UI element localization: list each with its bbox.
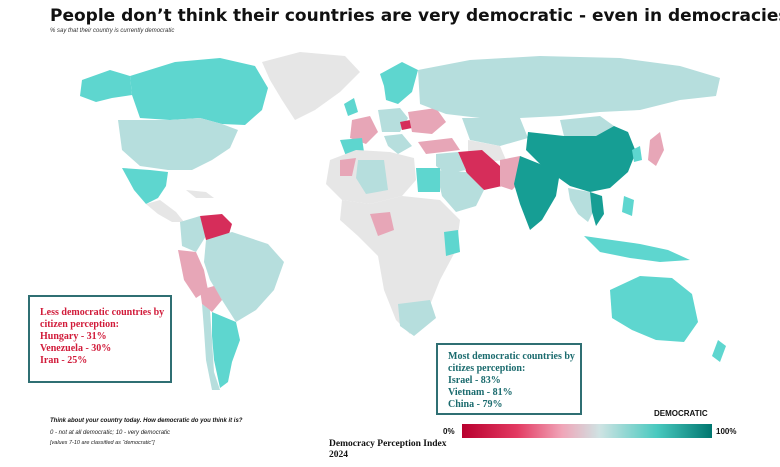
central-europe-region — [378, 108, 408, 132]
iran-region — [458, 150, 502, 190]
arabia-region — [436, 170, 484, 212]
nigeria-region — [370, 212, 394, 236]
legend-max-label: 100% — [716, 427, 737, 436]
map-title: People don’t think their countries are v… — [50, 6, 780, 26]
legend-min-label: 0% — [443, 427, 455, 436]
mongolia-region — [560, 116, 614, 136]
algeria-region — [356, 160, 388, 194]
source-title: Democracy Perception Index — [329, 439, 447, 449]
central-africa-region — [340, 196, 460, 334]
brazil-region — [204, 232, 284, 322]
map-subtitle: % say that their country is currently de… — [50, 28, 175, 34]
classification-note: [values 7-10 are classified as “democrat… — [50, 440, 155, 446]
legend-title: DEMOCRATIC — [654, 409, 708, 418]
india-region — [514, 156, 560, 230]
world-map — [80, 52, 726, 390]
alaska-region — [80, 70, 132, 102]
southeast-asia-region — [568, 188, 596, 222]
source-year: 2024 — [329, 450, 348, 460]
hungary-region — [400, 120, 412, 130]
morocco-region — [340, 158, 356, 176]
indonesia-region — [584, 236, 690, 262]
less-democratic-item: Venezuela - 30% — [40, 343, 112, 354]
less-democratic-item: Iran - 25% — [40, 355, 88, 366]
scandinavia-region — [380, 62, 418, 104]
china-region — [526, 126, 636, 192]
turkey-region — [418, 138, 460, 154]
colombia-region — [180, 216, 206, 252]
argentina-region — [212, 312, 240, 388]
usa-region — [118, 118, 238, 170]
kenya-region — [444, 230, 460, 256]
most-democratic-item: China - 79% — [448, 399, 503, 410]
central-america-region — [146, 200, 184, 222]
russia-region — [418, 56, 720, 118]
france-region — [350, 116, 378, 144]
most-democratic-item: Vietnam - 81% — [448, 387, 513, 398]
legend-color-bar — [462, 424, 712, 438]
most-democratic-box: Most democratic countries by citizes per… — [436, 343, 582, 415]
survey-question: Think about your country today. How demo… — [50, 418, 243, 424]
caribbean-region — [186, 190, 214, 198]
balkans-region — [384, 134, 412, 154]
mexico-region — [122, 168, 168, 204]
greenland-region — [262, 52, 360, 120]
chile-region — [202, 304, 220, 390]
most-democratic-item: Israel - 83% — [448, 375, 501, 386]
egypt-region — [416, 168, 440, 192]
kazakhstan-region — [462, 118, 528, 146]
vietnam-region — [590, 192, 604, 226]
japan-region — [648, 132, 664, 166]
source-label: Democracy Perception Index 2024 — [329, 439, 447, 461]
south-africa-region — [398, 300, 436, 336]
bolivia-region — [200, 286, 222, 312]
new-zealand-region — [712, 340, 726, 362]
peru-region — [178, 250, 208, 298]
most-democratic-heading: Most democratic countries by citizes per… — [448, 351, 575, 374]
canada-region — [130, 58, 268, 125]
korea-region — [632, 146, 642, 162]
philippines-region — [622, 196, 634, 216]
less-democratic-box: Less democratic countries by citizen per… — [28, 295, 172, 383]
less-democratic-heading: Less democratic countries by citizen per… — [40, 307, 165, 330]
levant-region — [436, 152, 466, 174]
eastern-europe-region — [408, 108, 446, 134]
less-democratic-item: Hungary - 31% — [40, 331, 107, 342]
scale-description: 0 - not at all democratic; 10 - very dem… — [50, 430, 171, 436]
uk-region — [344, 98, 358, 116]
australia-region — [610, 276, 698, 342]
